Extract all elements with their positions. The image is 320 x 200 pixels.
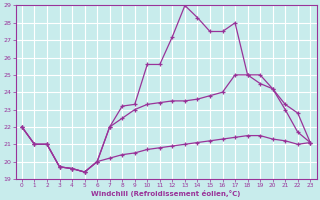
X-axis label: Windchill (Refroidissement éolien,°C): Windchill (Refroidissement éolien,°C) bbox=[92, 190, 241, 197]
